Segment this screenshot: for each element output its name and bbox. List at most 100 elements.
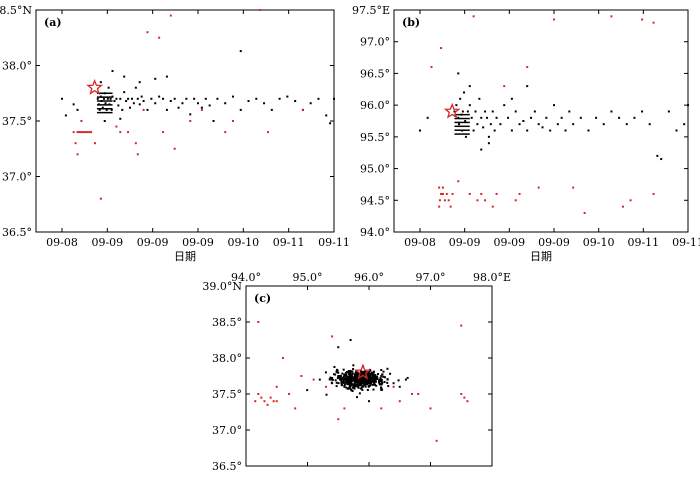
data-point xyxy=(356,371,359,374)
data-point xyxy=(350,382,353,385)
data-point xyxy=(333,97,335,100)
data-point xyxy=(417,393,420,395)
data-point xyxy=(503,85,506,88)
data-point xyxy=(380,386,383,389)
data-point xyxy=(360,374,363,377)
data-point xyxy=(564,129,567,132)
panel-label: (a) xyxy=(44,16,62,29)
y-tick-label: 37.5° xyxy=(2,115,32,128)
data-point xyxy=(231,95,234,98)
data-point xyxy=(300,375,303,377)
data-point xyxy=(463,396,466,399)
data-point xyxy=(104,102,107,105)
data-point xyxy=(110,108,113,111)
data-point xyxy=(514,110,517,113)
data-point xyxy=(324,371,327,374)
data-point xyxy=(127,131,130,134)
data-point xyxy=(338,378,341,381)
data-point xyxy=(533,110,536,113)
data-point xyxy=(429,407,432,410)
data-point xyxy=(398,400,401,403)
data-point xyxy=(438,205,441,208)
data-point xyxy=(610,110,613,113)
data-point xyxy=(354,373,357,376)
data-point xyxy=(353,380,356,383)
data-point xyxy=(345,381,348,384)
data-point xyxy=(337,382,340,385)
data-point xyxy=(269,396,272,399)
data-point xyxy=(510,129,513,132)
data-point xyxy=(449,205,452,208)
data-point xyxy=(337,375,340,377)
data-point xyxy=(526,85,529,88)
y-tick-label: 38.0° xyxy=(2,60,32,73)
data-point xyxy=(438,186,441,189)
data-point xyxy=(545,116,548,119)
data-point xyxy=(76,131,79,134)
data-point xyxy=(526,66,529,69)
data-point xyxy=(510,97,513,100)
data-point xyxy=(344,379,347,382)
data-point xyxy=(76,153,79,156)
data-point xyxy=(518,192,521,195)
data-point xyxy=(107,86,110,89)
data-point xyxy=(208,104,211,107)
data-point xyxy=(127,97,130,100)
data-point xyxy=(342,376,345,379)
y-tick-label: 36.5° xyxy=(2,226,32,239)
data-point xyxy=(360,384,363,387)
data-point xyxy=(675,129,678,132)
data-point xyxy=(286,95,289,98)
data-point xyxy=(309,102,312,105)
data-point xyxy=(583,211,586,214)
data-point xyxy=(374,376,377,379)
data-point xyxy=(146,31,149,34)
data-point xyxy=(115,125,118,128)
data-point xyxy=(99,197,102,200)
panel-b-chart: 94.0° 94.5° 95.0° 95.5° 96.0° 96.5° 97.0° 97.5°… xyxy=(352,4,700,263)
data-point xyxy=(455,104,458,107)
data-point xyxy=(356,379,359,382)
data-point xyxy=(368,400,370,403)
data-point xyxy=(373,379,376,382)
data-point xyxy=(363,384,366,387)
data-point xyxy=(457,72,460,75)
data-point xyxy=(339,376,342,379)
data-point xyxy=(337,371,340,374)
data-point xyxy=(357,381,360,384)
data-point xyxy=(185,97,188,100)
x-tick-label: 09-08 xyxy=(46,236,78,249)
series-red xyxy=(72,9,304,200)
data-point xyxy=(349,374,352,377)
data-point xyxy=(216,97,219,100)
data-point xyxy=(134,142,137,145)
y-tick-label: 37.5° xyxy=(212,388,242,401)
data-point xyxy=(355,370,358,373)
y-tick-label: 96.0° xyxy=(360,99,390,112)
data-point xyxy=(371,377,374,380)
data-point xyxy=(365,379,368,382)
data-point xyxy=(341,378,344,381)
data-point xyxy=(354,371,357,374)
x-tick-label: 94.0° xyxy=(231,271,261,284)
data-point xyxy=(656,154,659,157)
data-point xyxy=(281,357,284,359)
x-tick-label: 09-11 xyxy=(273,236,305,249)
data-point xyxy=(372,370,375,373)
data-point xyxy=(364,382,367,385)
data-point xyxy=(372,372,375,375)
data-point xyxy=(370,371,373,374)
data-point xyxy=(458,123,461,126)
data-point xyxy=(503,104,506,107)
data-point xyxy=(294,407,297,410)
data-point xyxy=(487,135,490,138)
data-point xyxy=(468,85,471,88)
data-point xyxy=(96,97,99,100)
data-point xyxy=(350,384,353,387)
data-point xyxy=(197,102,199,105)
data-point xyxy=(356,376,359,379)
data-point xyxy=(136,153,139,156)
data-point xyxy=(113,100,116,103)
data-point xyxy=(372,383,375,386)
data-point xyxy=(231,120,234,122)
